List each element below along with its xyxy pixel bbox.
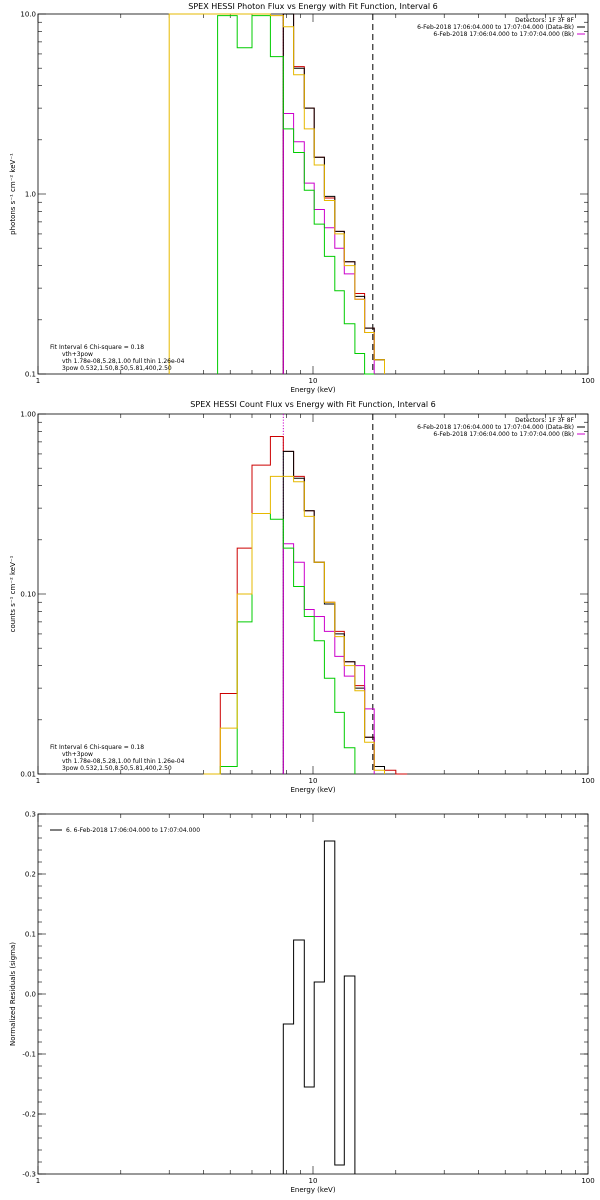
legend-entry: 6-Feb-2018 17:06:04.000 to 17:07:04.000 …: [417, 24, 574, 31]
y-tick-label: 0.0: [25, 991, 36, 999]
y-tick-label: 0.1: [25, 371, 36, 379]
x-tick-label: 100: [581, 377, 594, 385]
count-flux-markers: [282, 414, 374, 774]
x-tick-label: 100: [581, 1177, 594, 1185]
y-tick-label: -0.2: [22, 1111, 36, 1119]
legend-entry: vth 1.78e-08,5.28,1.00 full thin 1.26e-0…: [62, 758, 185, 765]
legend-entry: 6-Feb-2018 17:06:04.000 to 17:07:04.000 …: [433, 31, 574, 38]
y-tick-label: -0.1: [22, 1051, 36, 1059]
photon-flux-series-4: [168, 13, 385, 374]
photon-flux-title: SPEX HESSI Photon Flux vs Energy with Fi…: [188, 2, 438, 11]
y-tick-label: 0.3: [25, 811, 36, 819]
count-flux-series-0: [203, 436, 408, 775]
y-tick-label: 0.01: [20, 771, 36, 779]
photon-flux-panel: SPEX HESSI Photon Flux vs Energy with Fi…: [9, 2, 595, 394]
legend-entry: 3pow 0.532,1.50,8.50,5.81,400,2.50: [62, 365, 172, 372]
count-flux-series-1: [282, 450, 385, 774]
x-tick-label: 10: [309, 777, 318, 785]
residuals-series: [282, 840, 356, 1174]
y-tick-label: 0.2: [25, 871, 36, 879]
residuals-frame: [37, 813, 589, 1175]
x-tick-label: 1: [36, 777, 40, 785]
count-flux-legend: Detectors: 1F 3F 8F6-Feb-2018 17:06:04.0…: [50, 417, 585, 772]
residuals-axes: 1 10 100 -0.3 -0.2 -0.1 0.0 0.1 0.2 0.3: [22, 811, 594, 1186]
photon-flux-legend: Detectors: 1F 3F 8F6-Feb-2018 17:06:04.0…: [50, 17, 585, 372]
count-flux-panel: SPEX HESSI Count Flux vs Energy with Fit…: [9, 400, 595, 794]
count-flux-series-4: [203, 475, 385, 775]
y-tick-label: 0.1: [25, 931, 36, 939]
y-tick-label: 1.00: [20, 411, 36, 419]
x-tick-label: 10: [309, 377, 318, 385]
x-tick-label: 10: [309, 1177, 318, 1185]
legend-entry: Detectors: 1F 3F 8F: [515, 17, 574, 24]
legend-entry: 6-Feb-2018 17:06:04.000 to 17:07:04.000 …: [433, 431, 574, 438]
legend-entry: Fit Interval 6 Chi-square = 0.18: [50, 744, 144, 751]
x-tick-label: 1: [36, 377, 40, 385]
residuals-series-0: [282, 840, 356, 1174]
y-tick-label: -0.3: [22, 1171, 36, 1179]
photon-flux-xlabel: Energy (keV): [290, 386, 335, 394]
legend-entry: 3pow 0.532,1.50,8.50,5.81,400,2.50: [62, 765, 172, 772]
legend-entry: vth 1.78e-08,5.28,1.00 full thin 1.26e-0…: [62, 358, 185, 365]
legend-entry: Fit Interval 6 Chi-square = 0.18: [50, 344, 144, 351]
count-flux-xlabel: Energy (keV): [290, 786, 335, 794]
photon-flux-axes: 1 10 100 0.1 1.0 10.0: [20, 11, 594, 386]
photon-flux-frame: [37, 13, 589, 375]
y-tick-label: 10.0: [20, 11, 36, 19]
legend-entry: 6. 6-Feb-2018 17:06:04.000 to 17:07:04.0…: [66, 827, 200, 834]
legend-entry: vth+3pow: [62, 351, 93, 358]
count-flux-title: SPEX HESSI Count Flux vs Energy with Fit…: [190, 400, 435, 409]
photon-flux-series: [168, 13, 385, 375]
count-flux-series-3: [219, 513, 356, 774]
count-flux-ylabel: counts s⁻¹ cm⁻² keV⁻¹: [9, 555, 17, 632]
residuals-legend: 6. 6-Feb-2018 17:06:04.000 to 17:07:04.0…: [50, 827, 200, 834]
residuals-ylabel: Normalized Residuals (sigma): [9, 942, 17, 1046]
x-tick-label: 100: [581, 777, 594, 785]
residuals-xlabel: Energy (keV): [290, 1186, 335, 1194]
photon-flux-series-3: [217, 15, 375, 375]
count-flux-axes: 1 10 100 0.01 0.10 1.00: [20, 411, 594, 786]
photon-flux-ylabel: photons s⁻¹ cm⁻² keV⁻¹: [9, 153, 17, 235]
legend-entry: vth+3pow: [62, 751, 93, 758]
legend-entry: 6-Feb-2018 17:06:04.000 to 17:07:04.000 …: [417, 424, 574, 431]
count-flux-frame: [37, 413, 589, 775]
count-flux-series-2: [282, 543, 375, 774]
photon-flux-series-1: [282, 13, 385, 374]
y-tick-label: 1.0: [25, 191, 36, 199]
count-flux-series: [203, 436, 408, 775]
residuals-panel: Energy (keV) Normalized Residuals (sigma…: [9, 811, 595, 1195]
legend-entry: Detectors: 1F 3F 8F: [515, 417, 574, 424]
y-tick-label: 0.10: [20, 591, 36, 599]
x-tick-label: 1: [36, 1177, 40, 1185]
